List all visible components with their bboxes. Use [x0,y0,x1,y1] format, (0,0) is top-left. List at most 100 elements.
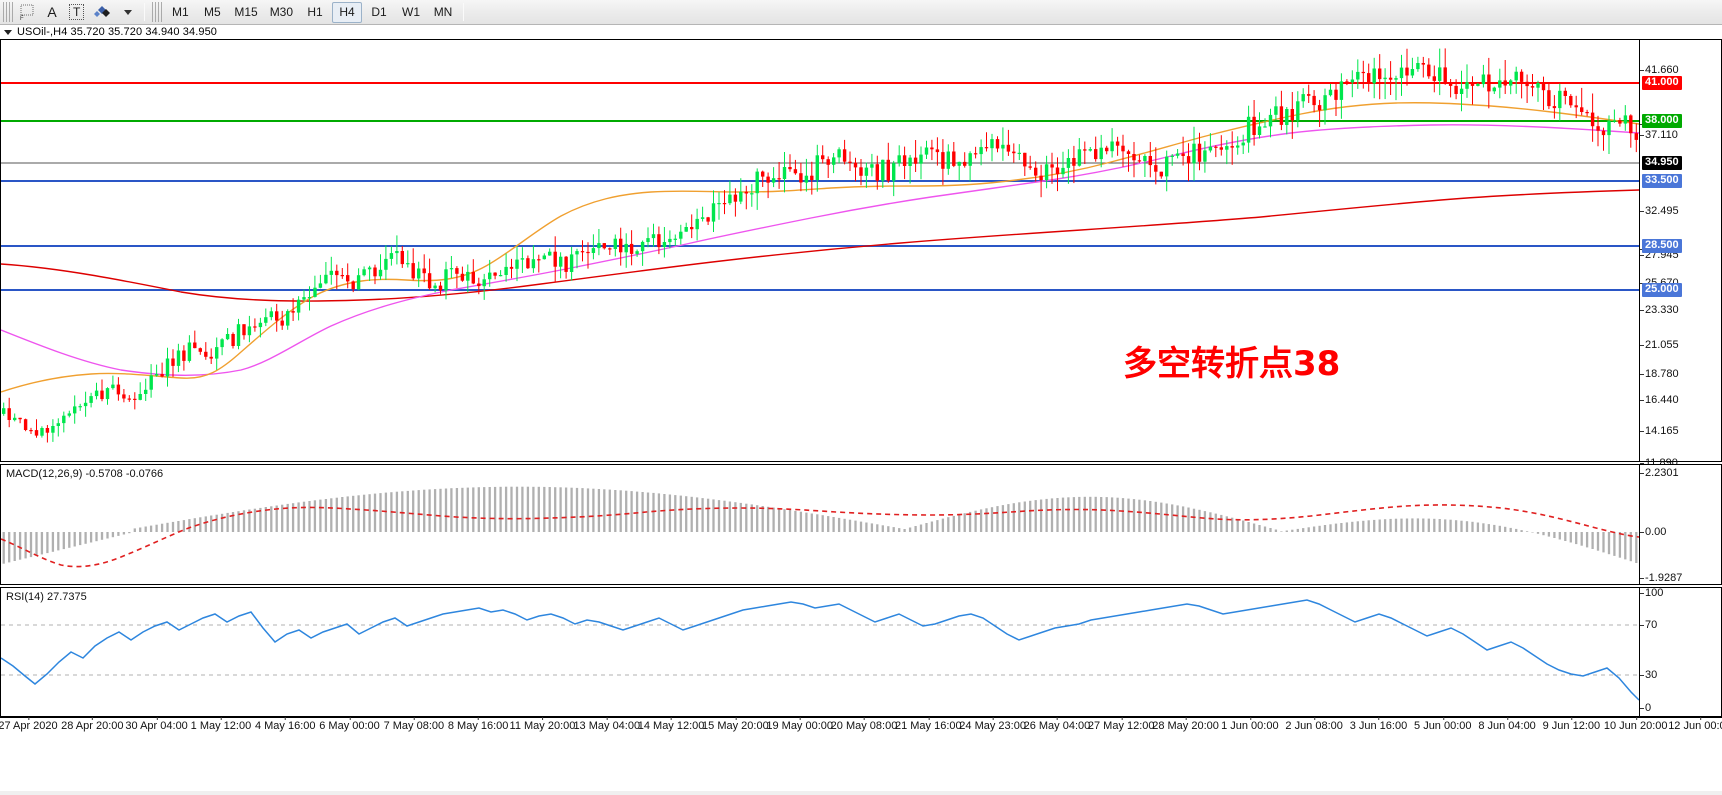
rsi-svg [1,599,1639,701]
main-toolbar: F A T M1 M5 M15 M30 H1 H4 D1 W1 MN [0,0,1722,25]
candle-body [89,396,93,403]
candle-body [340,275,344,277]
timeframe-w1-button[interactable]: W1 [402,5,421,19]
candle-body [154,374,159,376]
time-axis[interactable]: 27 Apr 2020 28 Apr 20:00 30 Apr 04:00 1 May… [0,717,1722,735]
current-price-tag[interactable]: 34.950 [1642,156,1682,170]
price-plot-area[interactable]: 多空转折点38 [1,40,1639,461]
symbol-quote-text: USOil-,H4 35.720 35.720 34.940 34.950 [17,26,218,38]
macd-scale-tick: 2.2301 [1640,467,1679,479]
candle-body [635,251,639,254]
level-tag-41[interactable]: 41.000 [1642,76,1682,90]
candle-body [138,394,142,400]
time-axis-label: 27 Apr 2020 [0,717,58,732]
timeframe-m5-button[interactable]: M5 [204,5,221,19]
candle-body [307,297,312,299]
time-axis-label: 8 May 16:00 [447,717,509,732]
rsi-plot-area[interactable] [1,588,1639,716]
candle-body [1006,144,1011,152]
candle-body [1405,67,1409,76]
candle-body [51,426,55,433]
price-scale[interactable]: 41.66039.38537.11032.49530.22027.94525.6… [1639,40,1721,501]
candle-body [952,151,956,166]
timeframe-m30-button[interactable]: M30 [269,5,294,19]
candle-body [1039,175,1043,181]
candle-body [815,155,819,180]
macd-plot-area[interactable] [1,465,1639,584]
level-tag-28-5[interactable]: 28.500 [1642,239,1682,253]
candle-body [62,415,66,424]
candle-body [1432,76,1436,81]
candle-body [1350,79,1355,83]
time-axis-label: 19 May 00:00 [766,717,834,732]
symbol-info-bar: USOil-,H4 35.720 35.720 34.940 34.950 [0,25,1722,39]
candle-body [1585,112,1589,114]
candle-body [990,139,994,149]
candle-body [1438,67,1442,81]
timeframe-h1-button[interactable]: H1 [307,5,323,19]
candle-body [1001,144,1005,149]
crosshair-tool-button[interactable]: F [16,2,39,23]
triangle-down-icon[interactable] [4,29,12,35]
candle-body [471,271,475,284]
text-tool-button[interactable]: A [47,4,57,20]
candle-body [1580,107,1584,112]
candle-body [673,238,677,240]
candle-body [957,161,961,166]
candle-body [859,167,863,176]
candle-body [1443,67,1447,83]
shapes-dropdown-button[interactable] [117,2,139,23]
candle-body [651,234,656,239]
macd-panel[interactable]: MACD(12,26,9) -0.5708 -0.0766 2.2301 0.00… [0,464,1722,585]
candle-body [908,157,912,166]
macd-label: MACD(12,26,9) -0.5708 -0.0766 [6,468,164,480]
level-tag-38[interactable]: 38.000 [1642,114,1682,128]
candle-body [919,154,923,164]
svg-text:F: F [20,16,24,20]
timeframe-m1-button[interactable]: M1 [172,5,189,19]
text-label-tool-button[interactable]: T [65,2,88,23]
timeframe-m15-button[interactable]: M15 [234,5,258,19]
candle-body [1203,150,1207,162]
candle-body [1148,156,1152,166]
candle-body [755,171,759,194]
candle-body [29,430,33,432]
candle-body [1274,106,1278,115]
candle-body [1175,153,1180,156]
candle-body [1230,146,1234,148]
candle-body [280,320,284,326]
timeframe-d1-button[interactable]: D1 [371,5,387,19]
shapes-tool-button[interactable] [90,2,115,23]
candle-body [286,311,290,326]
price-tick: 23.330 [1640,304,1679,316]
time-axis-label: 26 May 04:00 [1023,717,1091,732]
candle-body [995,139,1000,149]
candle-body [979,147,983,155]
candle-body [13,417,17,421]
candle-body [1132,154,1136,161]
candle-body [1105,147,1109,152]
candle-body [1334,89,1338,100]
candle-body [427,273,432,289]
time-axis-label: 27 May 12:00 [1087,717,1155,732]
candle-body [728,194,732,204]
rsi-panel[interactable]: RSI(14) 27.7375 100 70 30 0 [0,587,1722,717]
timeframe-mn-button[interactable]: MN [433,5,453,19]
candle-body [335,270,339,276]
ma-orange-line [1,102,1639,393]
toolbar-divider [144,3,146,21]
level-tag-25[interactable]: 25.000 [1642,283,1682,297]
candle-body [111,384,115,389]
timeframe-h4-button[interactable]: H4 [332,1,363,23]
drag-grip-icon[interactable] [3,2,13,22]
level-tag-33-5[interactable]: 33.500 [1642,174,1682,188]
price-candles-svg [1,48,1639,443]
candle-body [373,267,377,277]
candle-body [1416,63,1420,70]
price-chart-panel[interactable]: 多空转折点38 41.66039.38537.11032.49530.22027… [0,39,1722,501]
candle-body [1028,166,1032,168]
candle-body [1356,71,1360,80]
timeframe-grip-icon[interactable] [152,2,163,22]
candle-body [1236,145,1240,148]
candle-body [1307,94,1311,96]
